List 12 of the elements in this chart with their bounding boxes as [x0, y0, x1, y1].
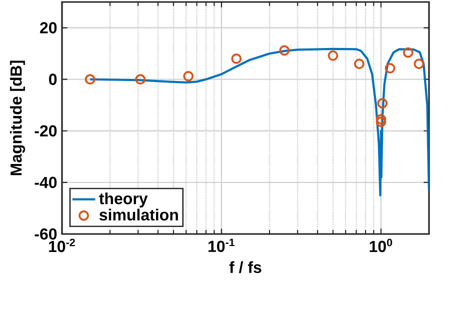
- y-tick-label: -60: [34, 228, 57, 240]
- x-tick-label: 10$^{-2}$: [49, 238, 75, 252]
- legend-label: theory: [99, 192, 148, 208]
- x-axis-title: f / fs: [229, 261, 262, 274]
- y-tick-label: -20: [34, 125, 57, 137]
- x-tick-label: 10$^{-1}$: [208, 238, 234, 252]
- y-tick-label: -40: [34, 176, 57, 188]
- legend-label: simulation: [99, 208, 178, 221]
- y-tick-label: 0: [49, 74, 57, 85]
- y-axis-title: Magnitude [dB]: [10, 60, 26, 176]
- y-tick-label: 20: [40, 22, 57, 34]
- x-tick-label: 10$^{0}$: [370, 238, 392, 252]
